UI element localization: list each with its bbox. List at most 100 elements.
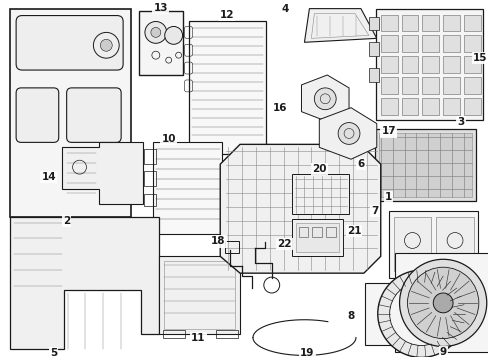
Bar [298, 226, 308, 237]
Bar [292, 219, 343, 256]
Text: 11: 11 [191, 333, 206, 343]
Bar [464, 14, 481, 31]
Bar [22, 97, 32, 112]
Bar [326, 226, 336, 237]
Bar [422, 77, 439, 94]
FancyBboxPatch shape [16, 15, 123, 70]
Bar [401, 14, 418, 31]
Bar [369, 68, 379, 82]
Text: 18: 18 [211, 237, 225, 247]
Text: 3: 3 [457, 117, 465, 127]
Bar [401, 77, 418, 94]
Bar [10, 9, 131, 217]
Circle shape [408, 267, 479, 338]
Bar [139, 10, 183, 75]
Bar [464, 35, 481, 52]
Bar [225, 242, 239, 253]
Bar [292, 174, 349, 214]
Polygon shape [319, 108, 377, 159]
Bar [394, 253, 490, 352]
Bar [365, 283, 479, 345]
Bar [163, 330, 185, 338]
Bar [443, 14, 460, 31]
FancyBboxPatch shape [67, 88, 121, 143]
Text: 4: 4 [282, 4, 289, 14]
Bar [381, 77, 397, 94]
Text: 14: 14 [42, 172, 56, 182]
Bar [379, 134, 472, 197]
Circle shape [378, 270, 465, 357]
Text: 6: 6 [357, 159, 365, 169]
Polygon shape [10, 217, 159, 350]
Bar [422, 98, 439, 114]
Text: 2: 2 [63, 216, 70, 226]
Text: 17: 17 [381, 126, 396, 136]
Text: 15: 15 [472, 53, 487, 63]
Circle shape [165, 26, 183, 44]
Bar [381, 56, 397, 73]
Text: 16: 16 [272, 103, 287, 113]
Bar [295, 222, 339, 252]
Bar [369, 42, 379, 56]
Bar [422, 35, 439, 52]
Bar [401, 56, 418, 73]
Circle shape [151, 27, 161, 37]
Circle shape [315, 88, 336, 110]
FancyBboxPatch shape [16, 88, 59, 143]
Polygon shape [301, 75, 349, 122]
Bar [144, 194, 156, 206]
Bar [464, 77, 481, 94]
Bar [381, 35, 397, 52]
Bar [393, 217, 431, 271]
Bar [401, 35, 418, 52]
Circle shape [399, 259, 487, 346]
Bar [443, 35, 460, 52]
Polygon shape [304, 9, 377, 42]
Circle shape [433, 293, 453, 313]
Circle shape [390, 282, 453, 346]
Bar [436, 217, 474, 271]
Circle shape [338, 122, 360, 144]
Bar [144, 171, 156, 186]
Bar [153, 143, 222, 234]
Text: 22: 22 [277, 239, 292, 249]
Bar [443, 56, 460, 73]
Bar [381, 14, 397, 31]
Text: 20: 20 [312, 164, 326, 174]
Bar [159, 256, 240, 334]
Text: 5: 5 [50, 348, 57, 359]
Bar [85, 96, 94, 118]
Circle shape [145, 22, 167, 43]
Polygon shape [220, 144, 381, 273]
Bar [443, 98, 460, 114]
Bar [376, 9, 483, 120]
Bar [369, 17, 379, 30]
Bar [189, 21, 266, 154]
Polygon shape [62, 143, 143, 204]
Bar [464, 56, 481, 73]
Text: 10: 10 [162, 134, 176, 144]
Text: 7: 7 [371, 206, 378, 216]
Bar [164, 261, 235, 329]
Bar [22, 118, 32, 131]
Bar [74, 96, 81, 127]
Bar [464, 98, 481, 114]
Text: 13: 13 [153, 3, 168, 13]
Text: 8: 8 [347, 311, 355, 321]
Bar [401, 98, 418, 114]
Text: 1: 1 [385, 192, 392, 202]
Bar [144, 149, 156, 164]
Bar [312, 226, 322, 237]
Bar [98, 96, 105, 122]
Bar [422, 14, 439, 31]
Bar [375, 130, 476, 201]
Bar [422, 56, 439, 73]
Bar [216, 330, 238, 338]
Bar [389, 211, 478, 278]
Text: 21: 21 [347, 226, 361, 235]
Bar [381, 98, 397, 114]
Text: 12: 12 [220, 10, 234, 19]
Text: 9: 9 [440, 347, 447, 357]
Text: 19: 19 [300, 348, 315, 359]
Circle shape [100, 39, 112, 51]
